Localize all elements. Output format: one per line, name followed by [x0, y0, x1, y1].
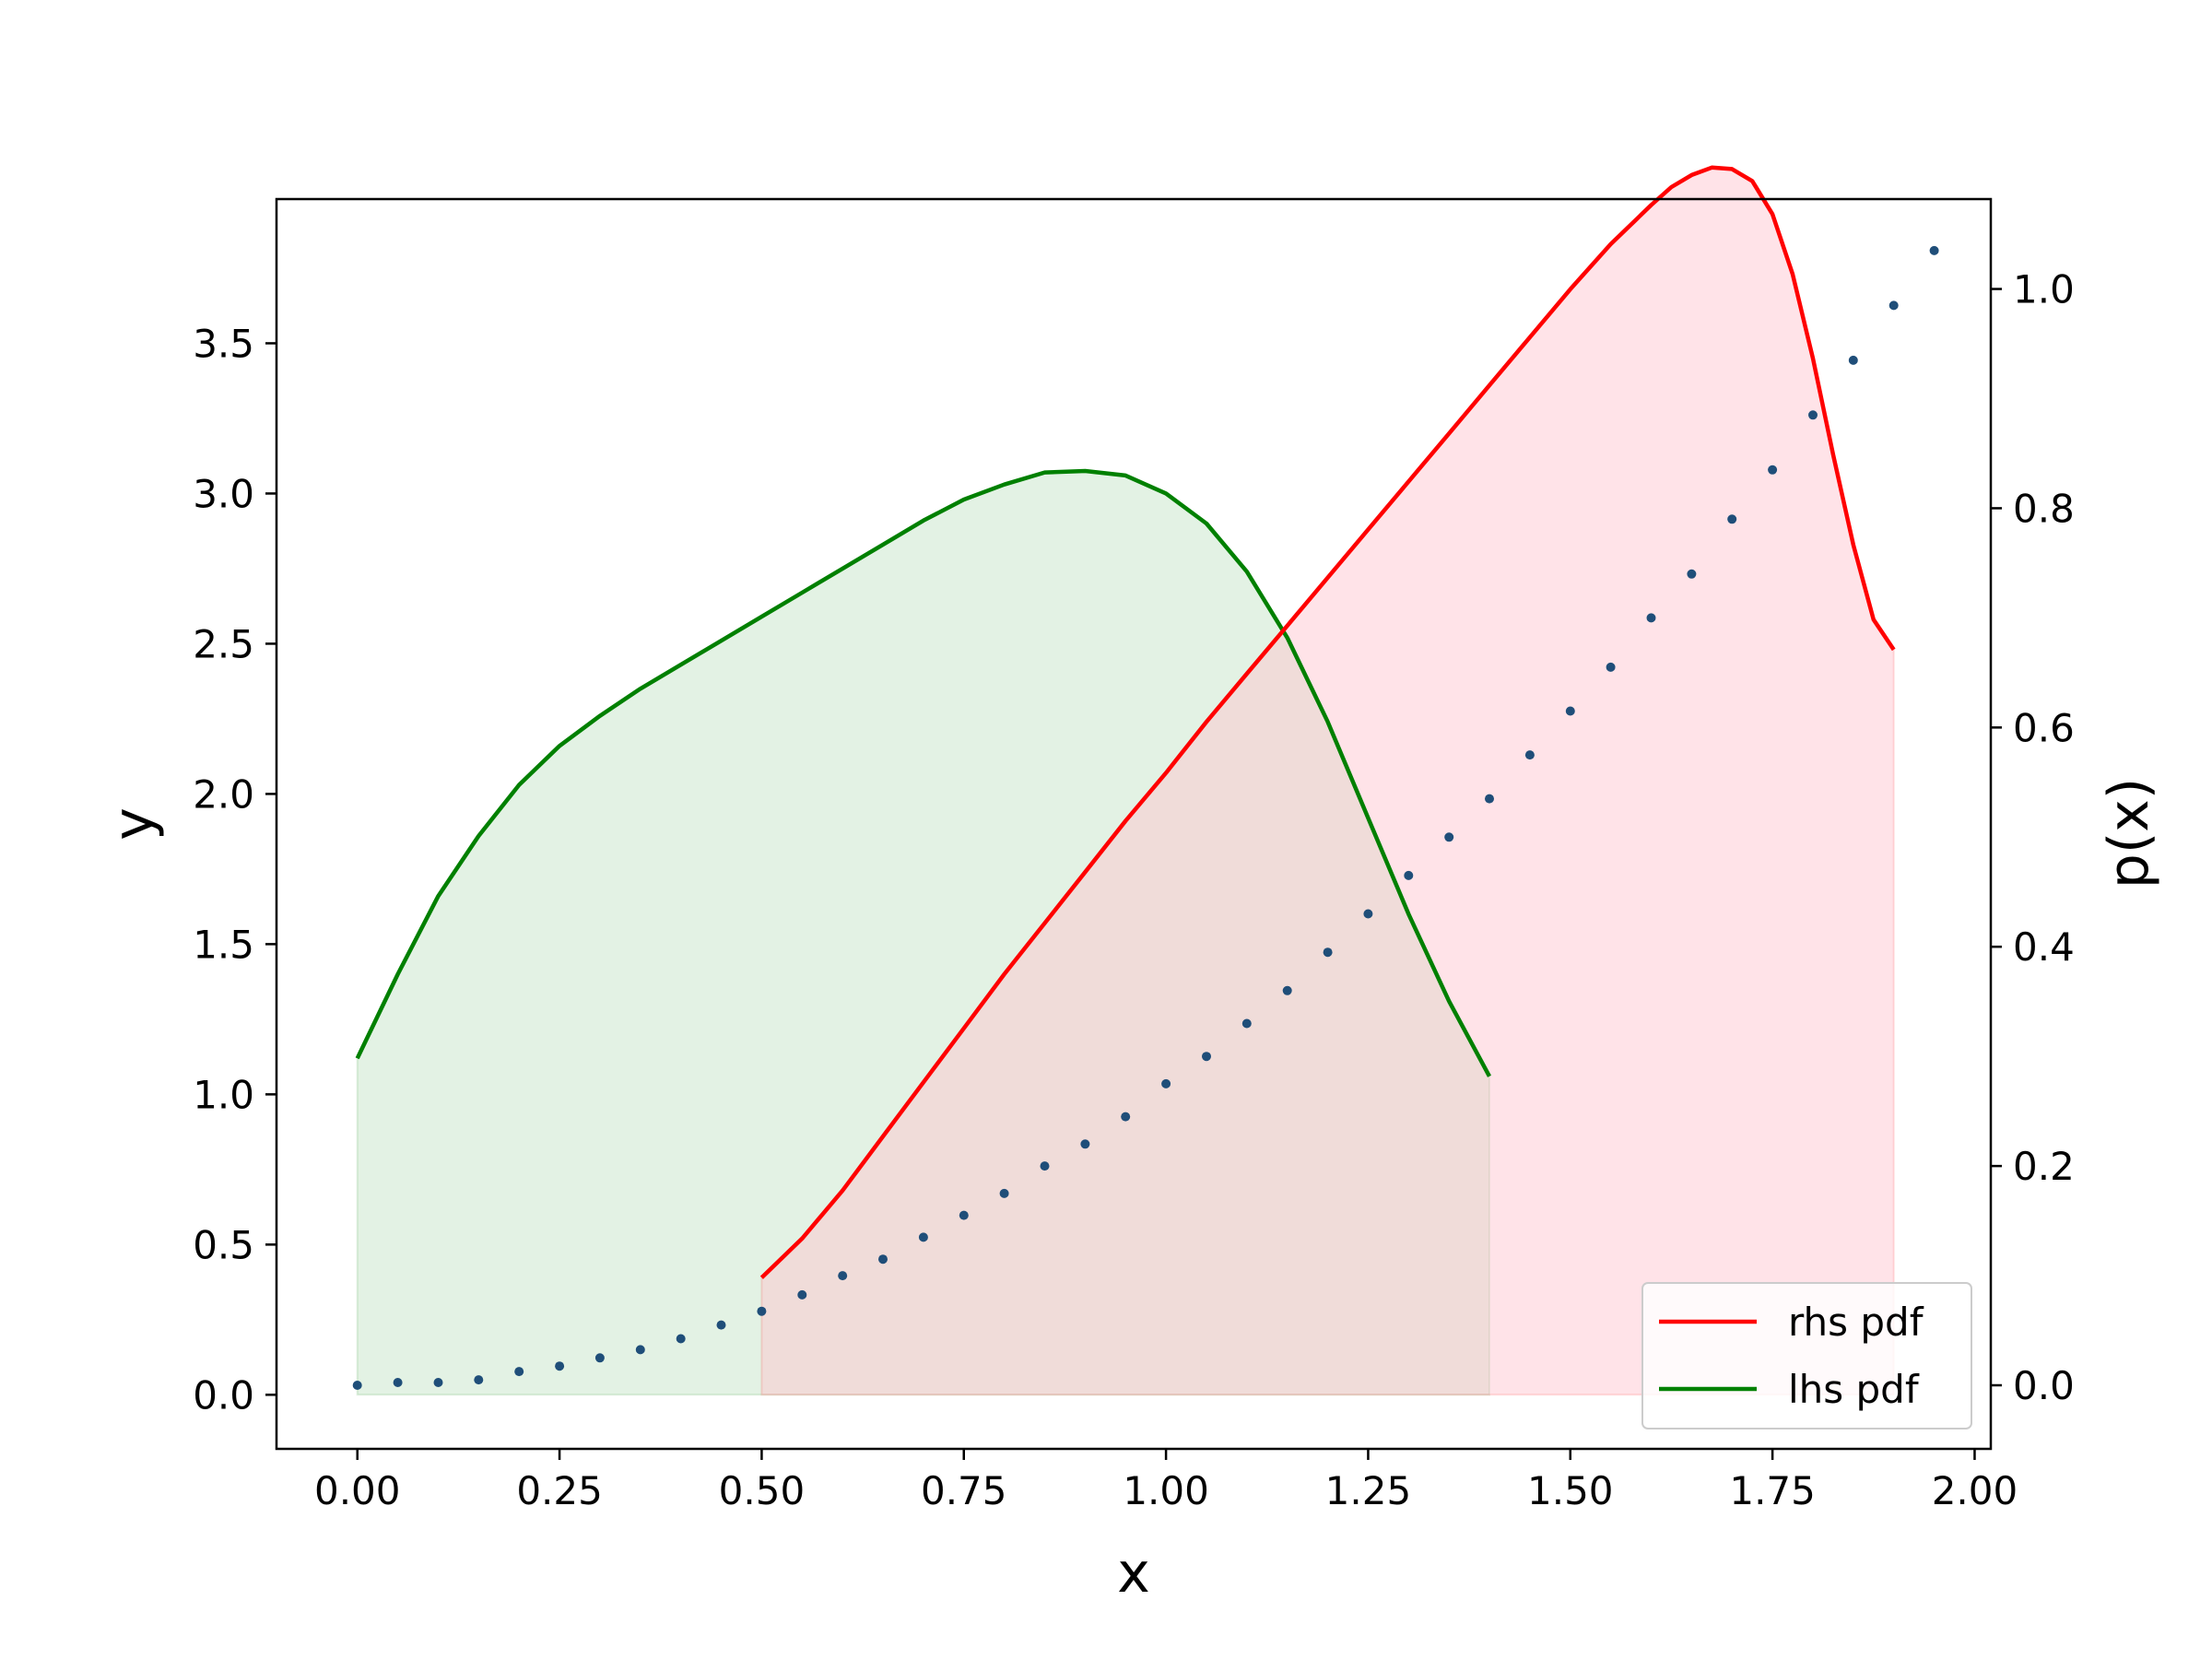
px-point — [999, 1188, 1009, 1198]
px-point — [635, 1345, 645, 1355]
y2-tick-label: 0.6 — [2013, 705, 2075, 750]
px-markers — [352, 245, 1939, 1390]
legend-label-lhs: lhs pdf — [1788, 1367, 1920, 1412]
y-tick-label: 3.0 — [193, 471, 254, 516]
series-lines — [355, 165, 1896, 1279]
y2-tick-label: 0.4 — [2013, 924, 2075, 970]
x-tick-label: 0.50 — [719, 1468, 806, 1513]
px-point — [1241, 1018, 1252, 1029]
px-point — [676, 1334, 686, 1344]
px-point — [514, 1367, 524, 1377]
px-point — [1565, 706, 1575, 716]
y2-tick-label: 0.2 — [2013, 1144, 2075, 1189]
px-point — [1687, 569, 1697, 579]
px-point — [1282, 985, 1292, 995]
x-tick-label: 1.75 — [1729, 1468, 1816, 1513]
px-point — [878, 1254, 888, 1265]
px-point — [1524, 750, 1535, 760]
line-rhs — [759, 165, 1896, 1279]
y2-ticks: 0.0 0.2 0.4 0.6 0.8 1.0 — [1991, 267, 2075, 1408]
x-tick-label: 0.25 — [516, 1468, 603, 1513]
px-point — [594, 1353, 605, 1363]
plot-frame — [275, 197, 1993, 1451]
px-point — [1485, 794, 1494, 804]
px-point — [1161, 1078, 1171, 1088]
x-tick-label: 0.75 — [921, 1468, 1007, 1513]
series-fills — [356, 166, 1895, 1396]
y2-tick-label: 0.0 — [2013, 1363, 2075, 1408]
y-tick-label: 0.5 — [193, 1222, 254, 1267]
px-point — [1606, 662, 1616, 672]
px-point — [433, 1378, 443, 1387]
px-point — [1768, 465, 1778, 475]
px-point — [1808, 410, 1818, 420]
line-lhs — [355, 468, 1491, 1077]
x-axis-label: x — [1117, 1541, 1150, 1606]
px-point — [1363, 909, 1373, 919]
px-point — [352, 1381, 362, 1390]
y-tick-label: 0.0 — [193, 1372, 254, 1418]
px-point — [1323, 947, 1333, 958]
legend-box — [1641, 1282, 1972, 1430]
px-point — [474, 1375, 484, 1385]
px-point — [716, 1320, 726, 1330]
px-point — [1080, 1139, 1090, 1149]
px-point — [555, 1361, 565, 1371]
px-point — [393, 1378, 403, 1387]
px-point — [1888, 300, 1899, 311]
px-point — [838, 1271, 848, 1281]
px-point — [918, 1232, 928, 1242]
px-point — [797, 1289, 807, 1300]
y2-axis-label: p(x) — [2097, 778, 2161, 888]
x-tick-label: 1.00 — [1123, 1468, 1209, 1513]
px-point — [1121, 1112, 1131, 1122]
y-tick-label: 1.0 — [193, 1072, 254, 1117]
x-tick-label: 0.00 — [314, 1468, 401, 1513]
px-point — [959, 1210, 969, 1220]
px-point — [1040, 1161, 1050, 1171]
y-tick-label: 2.5 — [193, 621, 254, 666]
y-ticks: 0.0 0.5 1.0 1.5 2.0 2.5 3.0 3.5 — [193, 321, 276, 1418]
px-point — [1202, 1052, 1211, 1062]
y-axis-label: y — [101, 807, 166, 841]
px-point — [1929, 245, 1939, 255]
px-point — [1404, 870, 1414, 880]
y2-tick-label: 1.0 — [2013, 267, 2075, 312]
y2-tick-label: 0.8 — [2013, 486, 2075, 531]
px-point — [1727, 514, 1737, 524]
x-tick-label: 1.50 — [1527, 1468, 1614, 1513]
px-point — [1848, 355, 1858, 365]
px-point — [1444, 832, 1454, 842]
legend: rhs pdf lhs pdf — [1641, 1282, 1972, 1430]
x-tick-label: 2.00 — [1932, 1468, 2018, 1513]
y-tick-label: 1.5 — [193, 922, 254, 967]
y-tick-label: 3.5 — [193, 321, 254, 366]
legend-label-rhs: rhs pdf — [1788, 1300, 1924, 1345]
px-point — [1646, 613, 1656, 623]
x-ticks: 0.00 0.25 0.50 0.75 1.00 1.25 1.50 1.75 2.00 — [314, 1449, 2018, 1513]
y-tick-label: 2.0 — [193, 771, 254, 817]
px-point — [757, 1306, 767, 1316]
x-tick-label: 1.25 — [1325, 1468, 1412, 1513]
